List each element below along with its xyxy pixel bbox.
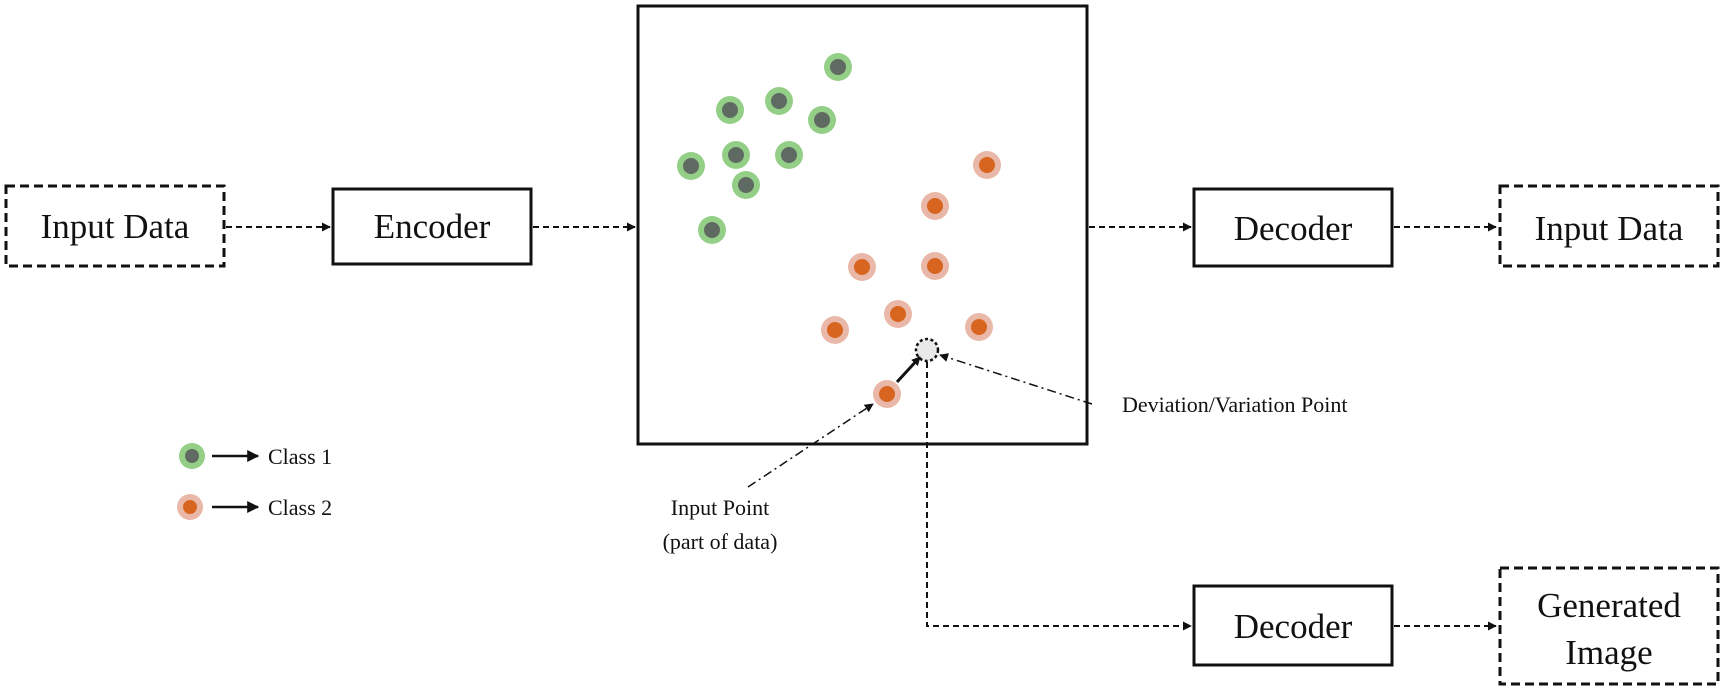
class2-point [965,313,993,341]
input-point-label-line1: Input Point [671,495,769,520]
latent-space-box [636,4,1089,446]
class2-point [921,252,949,280]
class1-point [716,96,744,124]
arrow-input-point-to-deviation [895,355,922,384]
encoder-box: Encoder [331,187,533,266]
generated-label-line2: Image [1565,633,1652,672]
deviation-point [914,337,940,363]
legend: Class 1 Class 2 [177,443,332,520]
leader-input-point [747,403,874,488]
output-data-label: Input Data [1535,209,1684,248]
generated-image-box: Generated Image [1498,566,1720,686]
class1-point [698,216,726,244]
deviation-label: Deviation/Variation Point [1122,392,1347,417]
decoder-bottom-box: Decoder [1192,584,1394,667]
legend-class2-label: Class 2 [268,495,332,520]
input-data-box: Input Data [4,184,226,268]
leader-deviation [939,353,1093,405]
legend-class2: Class 2 [177,494,332,520]
class2-point [821,316,849,344]
encoder-label: Encoder [374,207,491,246]
input-point-label-line2: (part of data) [663,529,778,554]
decoder-top-label: Decoder [1234,209,1353,248]
class2-point [848,253,876,281]
class1-point [732,171,760,199]
class2-point [973,151,1001,179]
class2-points [821,151,1001,408]
class2-point [884,300,912,328]
class1-point [775,141,803,169]
class1-point [808,106,836,134]
class1-point [677,152,705,180]
decoder-bottom-label: Decoder [1234,607,1353,646]
class1-point [824,53,852,81]
decoder-top-box: Decoder [1192,187,1394,268]
class2-point [921,192,949,220]
class1-points [677,53,852,244]
class1-point [722,141,750,169]
class1-point [765,87,793,115]
input-data-label: Input Data [41,207,190,246]
generated-label-line1: Generated [1537,586,1681,625]
legend-class1-label: Class 1 [268,444,332,469]
class2-point [873,380,901,408]
output-data-box: Input Data [1498,184,1720,268]
legend-class1: Class 1 [179,443,332,469]
arrow-deviation-to-decoder [926,362,1192,631]
